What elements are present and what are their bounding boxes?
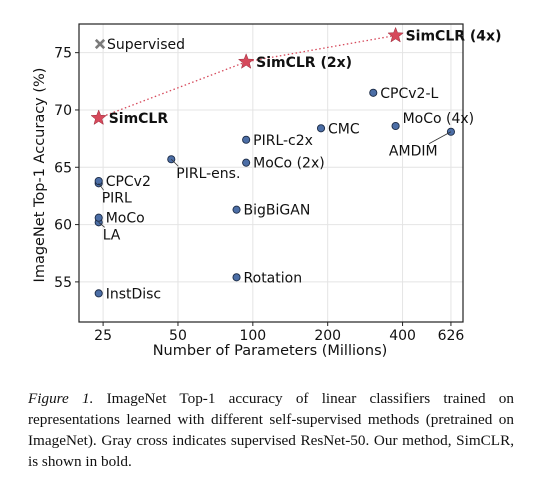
leader-line: [170, 158, 179, 167]
point-moco-2x: [242, 158, 251, 167]
x-tick-label: 200: [314, 328, 341, 344]
x-tick-label: 400: [389, 328, 416, 344]
star-simclr-2x: [237, 53, 255, 69]
star-simclr-4x: [387, 26, 404, 43]
point-cpcv2: [94, 176, 103, 186]
plot-frame: [78, 23, 464, 323]
label-moco-4x: MoCo (4x): [403, 111, 475, 127]
x-tick-label: 626: [438, 328, 465, 344]
y-axis-label: ImageNet Top-1 Accuracy (%): [32, 68, 48, 283]
grid-lines: [79, 24, 463, 322]
x-tick-label: 50: [169, 328, 187, 344]
label-simclr-4x: SimCLR (4x): [406, 28, 502, 44]
y-tick-label: 60: [54, 218, 72, 234]
simclr-trend-line: [98, 34, 396, 119]
point-bigbigan: [232, 205, 241, 214]
label-pirl: PIRL: [102, 190, 132, 206]
point-pirl-c2x: [242, 135, 251, 144]
point-cpcv2-l: [369, 88, 378, 97]
point-instdisc: [94, 289, 103, 298]
figure-caption: Figure 1. ImageNet Top-1 accuracy of lin…: [28, 388, 514, 472]
leader-line: [98, 221, 105, 228]
label-simclr-2x: SimCLR (2x): [256, 55, 352, 71]
label-moco: MoCo: [106, 211, 145, 227]
x-tick-label: 100: [239, 328, 266, 344]
simclr-dotted-line: [98, 34, 396, 119]
label-la: LA: [103, 227, 121, 243]
y-axis-ticks: 55 60 65 70 75: [54, 46, 79, 291]
x-tick-label: 25: [94, 328, 112, 344]
x-axis-label: Number of Parameters (Millions): [153, 343, 388, 359]
point-moco: [94, 213, 103, 222]
label-pirl-c2x: PIRL-c2x: [253, 133, 313, 149]
y-tick-label: 65: [54, 160, 72, 176]
point-moco-4x: [391, 121, 400, 131]
label-cpcv2: CPCv2: [106, 174, 151, 190]
cross-stroke: [94, 38, 106, 50]
scatter-chart: 25 50 100 200 400 626 55 60 65 70 75 InstDisc Rota…: [32, 23, 502, 359]
supervised-cross-icon: [94, 38, 106, 50]
label-cpcv2-l: CPCv2-L: [380, 86, 438, 102]
leader-line: [98, 183, 105, 191]
x-axis-ticks: 25 50 100 200 400 626: [94, 322, 464, 344]
star-simclr: [90, 109, 107, 126]
label-instdisc: InstDisc: [106, 286, 161, 302]
leader-line: [428, 131, 452, 145]
supervised-legend-label: Supervised: [107, 37, 185, 53]
point-cmc: [316, 124, 326, 133]
label-moco-2x: MoCo (2x): [253, 156, 325, 172]
label-rotation: Rotation: [244, 270, 303, 286]
label-simclr: SimCLR: [109, 111, 169, 127]
label-cmc: CMC: [328, 121, 360, 137]
y-tick-label: 70: [54, 103, 72, 119]
label-amdim: AMDIM: [389, 144, 438, 160]
label-pirl-ens: PIRL-ens.: [176, 166, 240, 182]
caption-text: ImageNet Top-1 accuracy of linear classi…: [28, 390, 514, 470]
legend-supervised: Supervised: [94, 37, 185, 53]
label-bigbigan: BigBiGAN: [244, 203, 311, 219]
figure-label: Figure 1.: [28, 390, 94, 407]
y-tick-label: 55: [54, 275, 72, 291]
point-rotation: [232, 273, 241, 282]
y-tick-label: 75: [54, 46, 72, 62]
